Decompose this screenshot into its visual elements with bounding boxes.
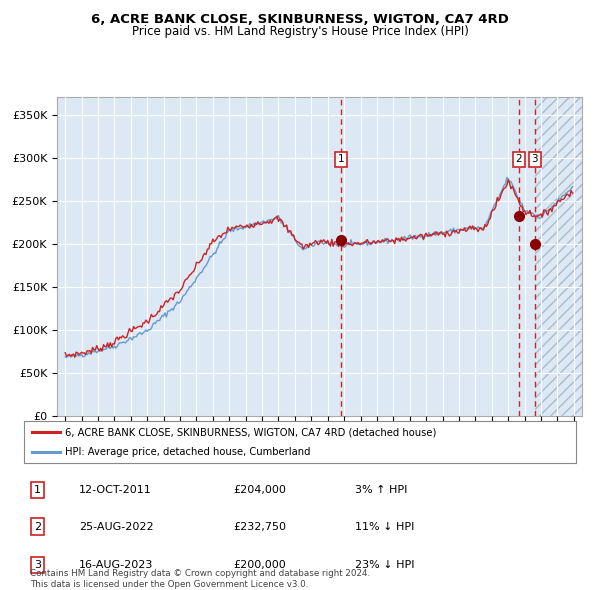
Text: 3: 3 xyxy=(34,560,41,571)
Text: 16-AUG-2023: 16-AUG-2023 xyxy=(79,560,154,571)
Text: 11% ↓ HPI: 11% ↓ HPI xyxy=(355,522,415,532)
Text: £232,750: £232,750 xyxy=(234,522,287,532)
Text: 25-AUG-2022: 25-AUG-2022 xyxy=(79,522,154,532)
Text: 12-OCT-2011: 12-OCT-2011 xyxy=(79,486,152,495)
Text: £204,000: £204,000 xyxy=(234,486,287,495)
Text: 23% ↓ HPI: 23% ↓ HPI xyxy=(355,560,415,571)
Text: HPI: Average price, detached house, Cumberland: HPI: Average price, detached house, Cumb… xyxy=(65,447,311,457)
Text: 2: 2 xyxy=(34,522,41,532)
Text: £200,000: £200,000 xyxy=(234,560,287,571)
Text: Contains HM Land Registry data © Crown copyright and database right 2024.
This d: Contains HM Land Registry data © Crown c… xyxy=(30,569,370,589)
Text: 3: 3 xyxy=(532,155,538,165)
Text: 1: 1 xyxy=(337,155,344,165)
Text: 2: 2 xyxy=(515,155,522,165)
Text: 1: 1 xyxy=(34,486,41,495)
Text: 3% ↑ HPI: 3% ↑ HPI xyxy=(355,486,407,495)
Text: Price paid vs. HM Land Registry's House Price Index (HPI): Price paid vs. HM Land Registry's House … xyxy=(131,25,469,38)
Bar xyxy=(535,97,582,416)
Text: 6, ACRE BANK CLOSE, SKINBURNESS, WIGTON, CA7 4RD (detached house): 6, ACRE BANK CLOSE, SKINBURNESS, WIGTON,… xyxy=(65,427,437,437)
Text: 6, ACRE BANK CLOSE, SKINBURNESS, WIGTON, CA7 4RD: 6, ACRE BANK CLOSE, SKINBURNESS, WIGTON,… xyxy=(91,13,509,26)
